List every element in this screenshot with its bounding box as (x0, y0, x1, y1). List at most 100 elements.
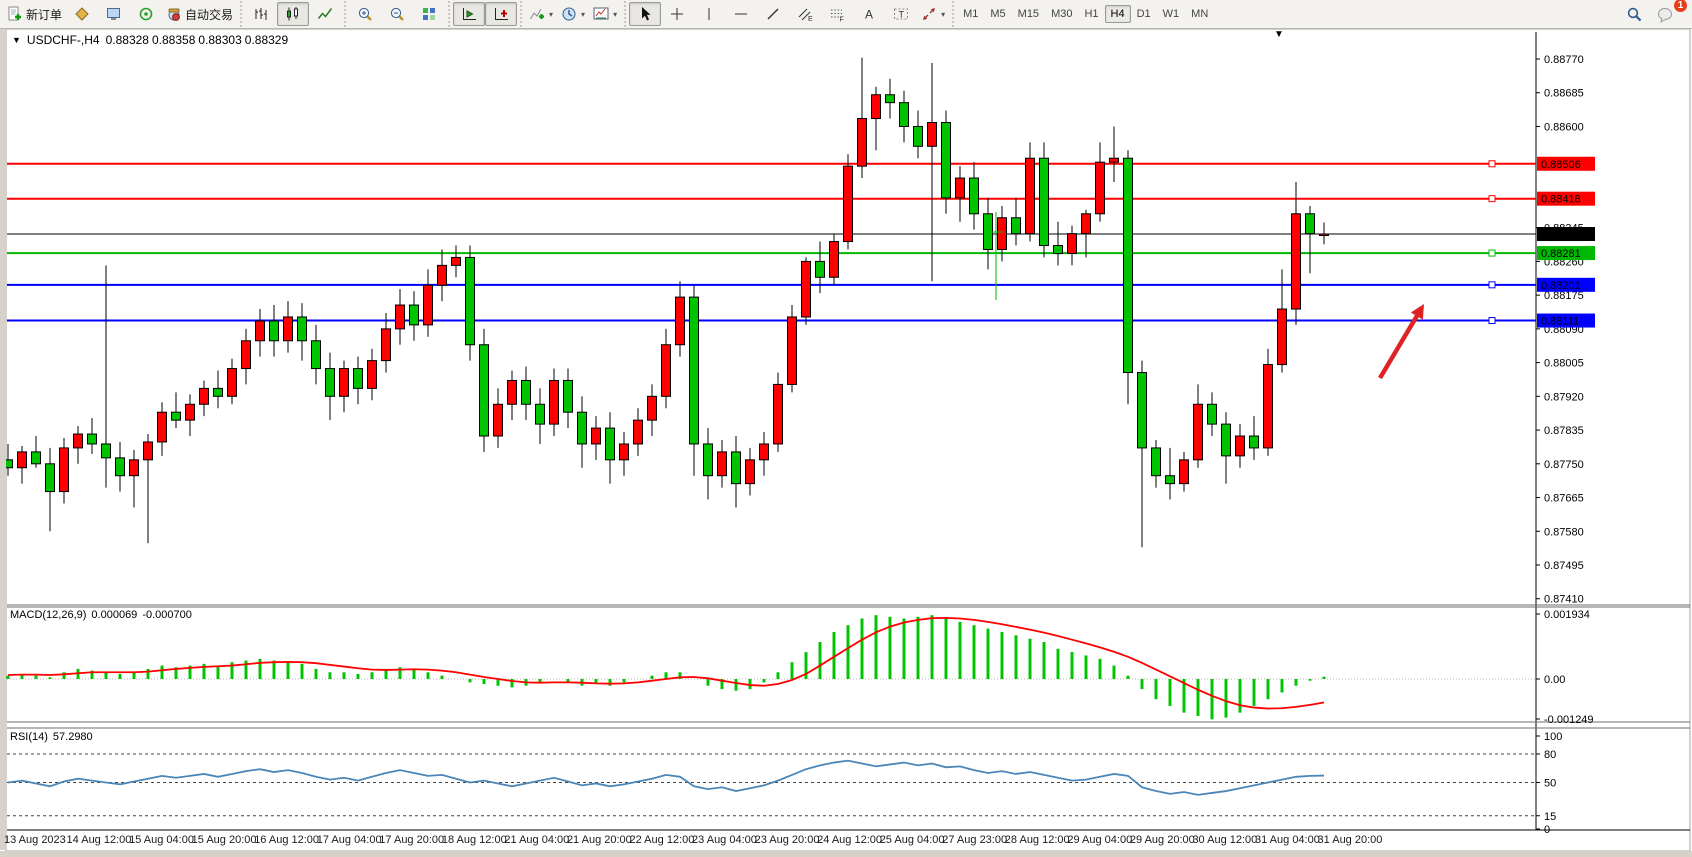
indicators-icon (529, 6, 545, 22)
arrows-caret-icon[interactable]: ▾ (941, 9, 946, 19)
zoom-out-button[interactable] (381, 2, 413, 26)
svg-text:T: T (899, 10, 905, 20)
price-tick: 0.87580 (1544, 526, 1584, 538)
macd-tick: 0.00 (1544, 674, 1565, 686)
price-tick: 0.87495 (1544, 560, 1584, 572)
fibonacci-button[interactable]: F (821, 2, 853, 26)
chart-shift-button[interactable] (485, 2, 518, 26)
arrow-annotation[interactable] (1378, 309, 1422, 380)
text-label-button[interactable]: T (885, 2, 917, 26)
chart-collapse-icon[interactable]: ▼ (12, 35, 21, 45)
vertical-line-button[interactable] (693, 2, 725, 26)
mailbox-button[interactable]: 1 (1650, 0, 1687, 26)
tf-m15-button[interactable]: M15 (1017, 8, 1040, 20)
window-bottom-edge (0, 851, 1692, 857)
tf-mn-button[interactable]: MN (1191, 8, 1209, 20)
tf-d1-button[interactable]: D1 (1136, 8, 1151, 20)
date-label: 31 Aug 20:00 (1317, 834, 1383, 846)
date-label: 17 Aug 20:00 (379, 834, 445, 846)
styler-button[interactable] (66, 2, 98, 26)
autotrade-button[interactable]: 自动交易 (162, 2, 237, 26)
tf-h1-button[interactable]: H1 (1084, 8, 1099, 20)
macd-tick: -0.001249 (1544, 714, 1594, 726)
text-label-icon: T (893, 6, 909, 22)
cursor-icon (637, 6, 653, 22)
chart-title: ▼ USDCHF-,H4 0.88328 0.88358 0.88303 0.8… (12, 33, 288, 47)
tf-m30-button[interactable]: M30 (1051, 8, 1073, 20)
tf-m1-button[interactable]: M1 (963, 8, 979, 20)
periods-caret-icon[interactable]: ▾ (581, 9, 586, 19)
channel-icon: E (797, 6, 813, 22)
zoom-in-button[interactable] (349, 2, 381, 26)
quote-open: 0.88328 (105, 33, 149, 47)
line-chart-button[interactable] (309, 2, 341, 26)
equidistant-channel-button[interactable]: E (789, 2, 821, 26)
tf-w1-button[interactable]: W1 (1162, 8, 1180, 20)
date-label: 23 Aug 04:00 (692, 834, 757, 846)
date-label: 24 Aug 12:00 (817, 834, 882, 846)
date-label: 21 Aug 04:00 (504, 834, 570, 846)
auto-scroll-button[interactable] (453, 2, 486, 26)
macd-label: MACD(12,26,9) 0.000069 -0.000700 (10, 609, 192, 621)
date-label: 14 Aug 12:00 (66, 834, 132, 846)
tf-h4-button[interactable]: H4 (1104, 5, 1131, 23)
quote-low: 0.88303 (198, 33, 242, 47)
date-label: 15 Aug 20:00 (191, 834, 257, 846)
chart-symbol-period: USDCHF-,H4 (26, 33, 100, 47)
bar-chart-button[interactable] (245, 2, 277, 26)
toolbar-group-insert: ▾ ▾ ▾ (520, 1, 624, 27)
price-tick: 0.87920 (1544, 391, 1584, 403)
rsi-value: 57.2980 (52, 731, 93, 743)
trendline-button[interactable] (757, 2, 789, 26)
vertical-line-icon (701, 6, 717, 22)
macd-tick: 0.001934 (1544, 609, 1590, 621)
monitor-icon (106, 6, 122, 22)
trendline-icon (765, 6, 781, 22)
arrows-icon (921, 6, 937, 22)
bar-chart-icon (253, 6, 269, 22)
tile-windows-button[interactable] (413, 2, 445, 26)
quick-nav-icon[interactable]: ▼ (1274, 29, 1284, 40)
date-label: 25 Aug 04:00 (879, 834, 945, 846)
auto-scroll-icon (461, 6, 477, 22)
quote-high: 0.88358 (151, 33, 196, 47)
candlestick-chart-button[interactable] (277, 2, 310, 26)
tf-m5-button[interactable]: M5 (990, 8, 1006, 20)
templates-button[interactable]: ▾ (589, 2, 621, 26)
text-button[interactable]: A (853, 2, 885, 26)
macd-value-main: 0.000069 (91, 609, 138, 621)
cursor-button[interactable] (629, 2, 662, 26)
line-chart-icon (317, 6, 333, 22)
window-left-edge (0, 28, 6, 850)
crosshair-icon (669, 6, 685, 22)
svg-text:F: F (840, 17, 844, 23)
quote-close: 0.88329 (244, 33, 289, 47)
rsi-tick: 0 (1544, 824, 1550, 836)
horizontal-line-button[interactable] (725, 2, 757, 26)
periods-button[interactable]: ▾ (557, 2, 589, 26)
crosshair-button[interactable] (661, 2, 693, 26)
macd-signal-line (7, 616, 1325, 710)
price-tick: 0.87665 (1544, 493, 1584, 505)
sound-button[interactable] (130, 2, 162, 26)
new-order-label: 新订单 (26, 7, 63, 22)
search-button[interactable] (1618, 2, 1650, 26)
time-axis[interactable]: 13 Aug 2023 14 Aug 12:00 15 Aug 04:00 15 Au… (0, 834, 1536, 850)
template-icon (593, 6, 609, 22)
toolbar-group-objects: E F A T ▾ (624, 1, 952, 27)
terminal-button[interactable] (98, 2, 130, 26)
brush-icon (74, 6, 90, 22)
text-a-icon: A (861, 6, 877, 22)
indicators-button[interactable]: ▾ (525, 2, 557, 26)
date-label: 21 Aug 20:00 (566, 834, 632, 846)
date-label: 31 Aug 04:00 (1255, 834, 1320, 846)
date-label: 30 Aug 12:00 (1192, 834, 1258, 846)
arrows-button[interactable]: ▾ (917, 2, 949, 26)
indicators-caret-icon[interactable]: ▾ (549, 9, 554, 19)
templates-caret-icon[interactable]: ▾ (613, 9, 618, 19)
new-order-button[interactable]: 新订单 (3, 2, 66, 26)
date-label: 28 Aug 12:00 (1004, 834, 1070, 846)
rsi-tick: 50 (1544, 778, 1556, 790)
price-badge: 0.88506 (1541, 159, 1581, 171)
